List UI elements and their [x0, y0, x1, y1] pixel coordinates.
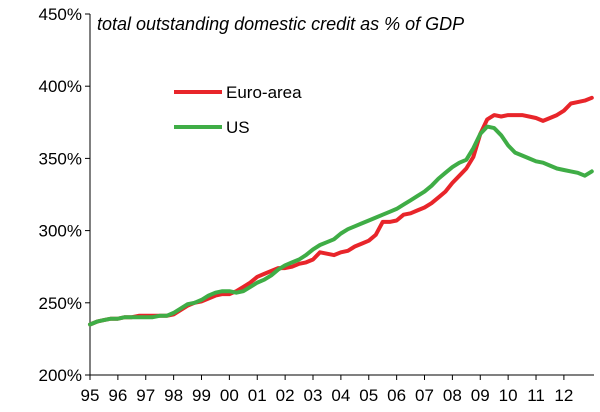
series-line-us	[88, 124, 594, 327]
x-tick-label: 97	[136, 386, 155, 405]
y-tick-label: 300%	[39, 222, 82, 241]
x-tick-label: 05	[359, 386, 378, 405]
y-tick-label: 250%	[39, 294, 82, 313]
y-tick-label: 400%	[39, 77, 82, 96]
y-tick-label: 200%	[39, 366, 82, 385]
x-axis-ticks: 95 96 97 98 99 00 01 02 03 04 05 06 07 08 09 10 11 12	[81, 375, 573, 405]
y-tick-label: 450%	[39, 5, 82, 24]
legend-label-us: US	[226, 118, 250, 137]
chart-axes	[89, 14, 594, 376]
x-tick-label: 12	[554, 386, 573, 405]
series-layer	[88, 95, 594, 327]
x-tick-label: 96	[108, 386, 127, 405]
x-tick-label: 07	[415, 386, 434, 405]
x-tick-label: 10	[499, 386, 518, 405]
x-tick-label: 09	[471, 386, 490, 405]
x-tick-label: 11	[527, 386, 545, 405]
series-line-euro-area	[88, 95, 594, 327]
x-tick-label: 04	[331, 386, 350, 405]
x-tick-label: 95	[81, 386, 100, 405]
y-axis-ticks: 200% 250% 300% 350% 400% 450%	[39, 5, 90, 385]
x-tick-label: 03	[304, 386, 323, 405]
x-tick-label: 06	[387, 386, 406, 405]
x-tick-label: 00	[220, 386, 239, 405]
chart-title: total outstanding domestic credit as % o…	[97, 14, 464, 34]
x-tick-label: 08	[443, 386, 462, 405]
x-tick-label: 01	[248, 386, 267, 405]
x-tick-label: 99	[192, 386, 211, 405]
legend: Euro-area US	[174, 83, 302, 137]
x-tick-label: 02	[276, 386, 295, 405]
legend-label-euro-area: Euro-area	[226, 83, 302, 102]
y-tick-label: 350%	[39, 149, 82, 168]
x-tick-label: 98	[164, 386, 183, 405]
